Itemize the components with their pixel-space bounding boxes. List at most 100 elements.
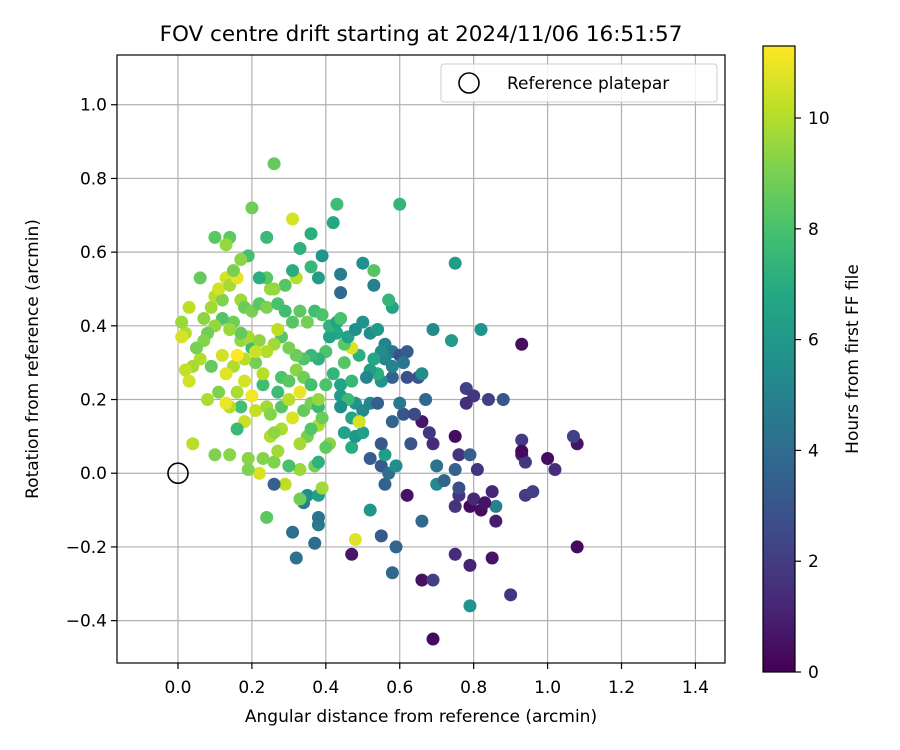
data-point xyxy=(378,477,392,491)
data-point xyxy=(470,463,484,477)
data-point xyxy=(363,503,377,517)
data-point xyxy=(293,304,307,318)
grid-lines xyxy=(117,55,725,663)
data-point xyxy=(385,566,399,580)
colorbar-ticks: 0 2 4 6 8 10 xyxy=(795,109,830,683)
data-point xyxy=(481,393,495,407)
data-point xyxy=(267,157,281,171)
data-point xyxy=(304,422,318,436)
data-point xyxy=(204,300,218,314)
data-point xyxy=(415,573,429,587)
y-axis-label: Rotation from reference (arcmin) xyxy=(23,219,43,499)
data-point xyxy=(282,374,296,388)
data-point xyxy=(448,256,462,270)
data-point xyxy=(541,451,555,465)
data-point xyxy=(245,389,259,403)
y-tick-label: 0.8 xyxy=(80,169,107,189)
data-point xyxy=(345,440,359,454)
data-point xyxy=(448,463,462,477)
colorbar-tick-label: 6 xyxy=(808,331,819,351)
data-point xyxy=(260,345,274,359)
data-point xyxy=(422,426,436,440)
data-point xyxy=(267,282,281,296)
x-tick-label: 0.4 xyxy=(312,678,339,698)
data-point xyxy=(304,227,318,241)
data-point xyxy=(359,370,373,384)
data-point xyxy=(311,393,325,407)
data-point xyxy=(311,510,325,524)
data-point xyxy=(515,433,529,447)
data-point xyxy=(249,345,263,359)
data-point xyxy=(256,378,270,392)
data-point xyxy=(293,241,307,255)
data-point xyxy=(448,547,462,561)
data-point xyxy=(238,374,252,388)
data-point xyxy=(304,260,318,274)
data-point xyxy=(286,212,300,226)
data-point xyxy=(334,311,348,325)
data-point xyxy=(426,323,440,337)
data-point xyxy=(400,370,414,384)
data-point xyxy=(374,529,388,543)
data-point xyxy=(234,400,248,414)
data-point xyxy=(286,315,300,329)
data-point xyxy=(526,485,540,499)
y-tick-label: 1.0 xyxy=(80,96,107,116)
y-tick-label: 0.4 xyxy=(80,317,107,337)
colorbar-gradient xyxy=(762,45,796,673)
data-point xyxy=(319,378,333,392)
colorbar-tick-label: 0 xyxy=(808,663,819,683)
data-point xyxy=(504,588,518,602)
data-point xyxy=(426,632,440,646)
data-point xyxy=(345,547,359,561)
data-point xyxy=(463,558,477,572)
data-point xyxy=(289,551,303,565)
legend-marker-icon xyxy=(458,72,480,94)
data-point xyxy=(230,385,244,399)
reference-platepar-marker xyxy=(167,462,189,485)
data-point xyxy=(356,426,370,440)
data-point xyxy=(371,323,385,337)
data-point xyxy=(256,367,270,381)
data-point xyxy=(267,426,281,440)
colorbar: 0 2 4 6 8 10 Hours from first FF file xyxy=(762,45,863,683)
data-point xyxy=(334,286,348,300)
data-point xyxy=(452,448,466,462)
data-point xyxy=(182,300,196,314)
data-point xyxy=(197,311,211,325)
data-point xyxy=(382,293,396,307)
data-point xyxy=(278,477,292,491)
data-point xyxy=(260,230,274,244)
data-point xyxy=(463,448,477,462)
data-point xyxy=(182,374,196,388)
data-point xyxy=(367,264,381,278)
data-point xyxy=(212,282,226,296)
y-tick-label: 0.6 xyxy=(80,243,107,263)
data-point xyxy=(326,216,340,230)
data-point xyxy=(252,466,266,480)
data-point xyxy=(293,492,307,506)
data-points xyxy=(175,157,584,646)
data-point xyxy=(400,345,414,359)
data-point xyxy=(489,514,503,528)
data-point xyxy=(219,238,233,252)
data-point xyxy=(415,514,429,528)
data-point xyxy=(256,451,270,465)
data-point xyxy=(348,533,362,547)
data-point xyxy=(393,396,407,410)
chart-title: FOV centre drift starting at 2024/11/06 … xyxy=(160,22,683,47)
data-point xyxy=(315,308,329,322)
data-point xyxy=(437,474,451,488)
data-point xyxy=(267,477,281,491)
x-axis-label: Angular distance from reference (arcmin) xyxy=(245,707,597,727)
data-point xyxy=(208,448,222,462)
data-point xyxy=(219,367,233,381)
data-point xyxy=(204,359,218,373)
data-point xyxy=(212,385,226,399)
data-point xyxy=(208,230,222,244)
data-point xyxy=(282,341,296,355)
data-point xyxy=(326,367,340,381)
data-point xyxy=(304,378,318,392)
y-tick-label: −0.4 xyxy=(66,612,107,632)
